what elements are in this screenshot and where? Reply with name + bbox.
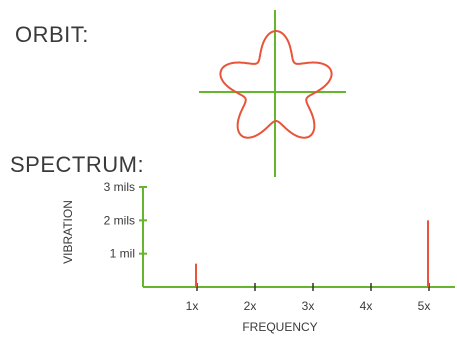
x-tick-label: 1x (186, 299, 199, 313)
spectrum-chart: 1 mil 2 mils 3 mils 1x 2x 3x 4x 5x VIBRATION F… (61, 180, 455, 334)
orbit-plot (199, 10, 346, 177)
x-tick-label: 2x (244, 299, 257, 313)
orbit-heading: ORBIT: (15, 22, 89, 47)
x-tick-label: 3x (302, 299, 315, 313)
spectrum-heading: SPECTRUM: (10, 152, 144, 177)
x-axis-title: FREQUENCY (242, 320, 317, 334)
y-axis-title: VIBRATION (61, 200, 75, 264)
y-tick-label: 3 mils (104, 180, 135, 194)
y-tick-label: 1 mil (110, 247, 135, 261)
y-tick-label: 2 mils (104, 213, 135, 227)
x-tick-label: 4x (360, 299, 373, 313)
orbit-trace (219, 29, 333, 139)
x-tick-label: 5x (418, 299, 431, 313)
